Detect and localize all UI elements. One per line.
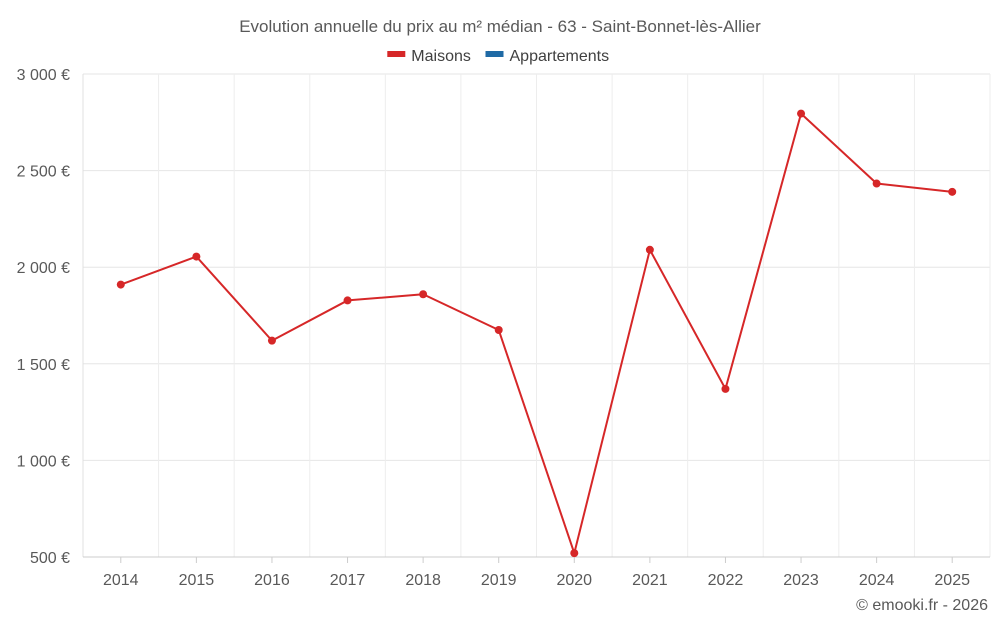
x-tick-label: 2019 — [481, 572, 517, 589]
legend-swatch — [387, 51, 406, 57]
data-point — [570, 549, 579, 558]
y-axis: 500 € 1 000 € 1 500 € 2 000 € 2 500 € 3 000 € — [17, 67, 70, 567]
x-tick-label: 2018 — [405, 572, 441, 589]
y-tick-label: 500 € — [30, 550, 70, 567]
data-point — [721, 384, 730, 393]
x-tick-label: 2021 — [632, 572, 668, 589]
legend-swatch — [485, 51, 504, 57]
data-point — [645, 245, 654, 254]
x-tick-label: 2015 — [179, 572, 215, 589]
x-tick-label: 2017 — [330, 572, 366, 589]
x-tick-label: 2022 — [708, 572, 744, 589]
legend-label: Maisons — [411, 48, 471, 65]
data-point — [267, 336, 276, 345]
legend-label: Appartements — [510, 48, 610, 65]
grid — [82, 73, 991, 558]
y-tick-label: 1 000 € — [17, 453, 70, 470]
x-tick-label: 2020 — [556, 572, 592, 589]
data-point — [948, 187, 957, 196]
y-tick-label: 3 000 € — [17, 67, 70, 84]
x-tick-label: 2024 — [859, 572, 895, 589]
y-tick-label: 2 500 € — [17, 164, 70, 181]
data-point — [797, 109, 806, 118]
legend: Maisons Appartements — [387, 48, 609, 65]
x-tick-label: 2016 — [254, 572, 290, 589]
credit-text: © emooki.fr - 2026 — [856, 597, 988, 614]
x-tick-label: 2025 — [934, 572, 970, 589]
y-tick-label: 1 500 € — [17, 357, 70, 374]
legend-item-maisons: Maisons — [387, 48, 471, 65]
data-point — [192, 252, 201, 261]
y-tick-label: 2 000 € — [17, 260, 70, 277]
x-tick-label: 2023 — [783, 572, 819, 589]
series-line-maisons — [120, 112, 953, 555]
chart-title: Evolution annuelle du prix au m² médian … — [239, 17, 761, 36]
x-axis: 2014 2015 2016 2017 2018 2019 2020 2021 2022 2023… — [82, 74, 990, 589]
x-tick-label: 2014 — [103, 572, 139, 589]
legend-item-appartements: Appartements — [485, 48, 610, 65]
data-point — [116, 280, 125, 289]
data-point — [872, 179, 881, 188]
series-layer — [116, 109, 957, 558]
data-point — [494, 325, 503, 334]
data-point — [419, 290, 428, 299]
data-point — [343, 296, 352, 305]
